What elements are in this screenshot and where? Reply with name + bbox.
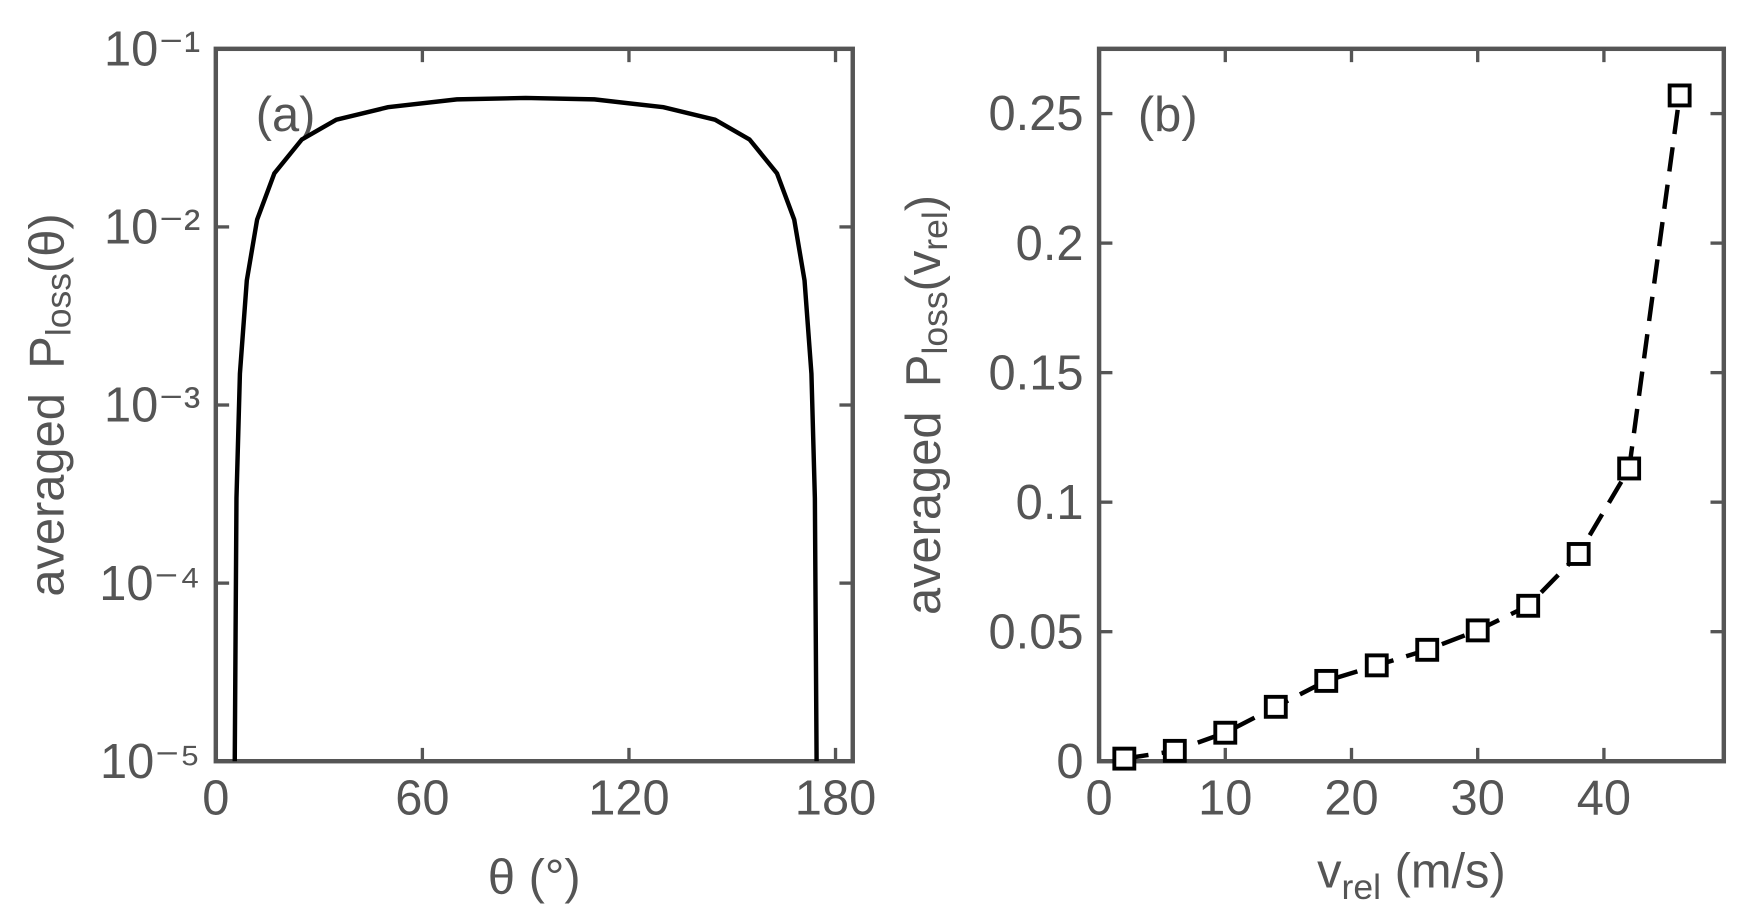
y-axis-label: averaged Ploss(vrel): [897, 195, 956, 615]
x-tick-label: 20: [1324, 771, 1378, 825]
data-marker: [1112, 746, 1137, 771]
y-tick-label: 10⁻³: [104, 379, 200, 433]
x-tick-label: 40: [1577, 771, 1631, 825]
y-tick-label: 0: [1056, 735, 1083, 789]
label-part: (v: [897, 250, 951, 291]
x-tick-label: 120: [588, 771, 669, 825]
y-axis-label: averaged Ploss(θ): [20, 213, 79, 596]
x-axis-label: vrel (m/s): [1317, 845, 1506, 907]
y-tick-label: 10⁻⁵: [100, 735, 200, 789]
label-part: (m/s): [1381, 845, 1506, 899]
label-part: P: [897, 355, 951, 388]
data-marker: [1314, 668, 1339, 693]
data-marker: [1516, 593, 1541, 618]
label-part: P: [20, 336, 74, 369]
data-marker: [1213, 720, 1238, 745]
data-marker: [1465, 618, 1490, 643]
data-marker: [1263, 694, 1288, 719]
x-axis-label: θ (°): [488, 850, 581, 904]
y-tick-label: 0.2: [1016, 217, 1084, 271]
data-marker: [1617, 456, 1642, 481]
data-marker: [1415, 637, 1440, 662]
label-part: averaged: [20, 393, 74, 597]
data-marker: [1566, 542, 1591, 566]
label-part: averaged: [897, 411, 951, 615]
y-tick-label: 10⁻¹: [104, 22, 200, 76]
y-tick-label: 10⁻²: [104, 201, 200, 255]
x-tick-label: 10: [1198, 771, 1252, 825]
data-line: [1123, 95, 1682, 761]
y-tick-label: 10⁻⁴: [99, 557, 200, 611]
label-part: loss: [916, 291, 956, 354]
label-part: loss: [39, 273, 79, 336]
x-tick-label: 0: [202, 771, 229, 825]
y-tick-label: 0.1: [1016, 476, 1084, 530]
label-part: v: [1317, 845, 1342, 899]
y-tick-label: 0.15: [989, 346, 1084, 400]
data-marker: [1162, 738, 1187, 763]
x-tick-label: 180: [795, 771, 876, 825]
panel-label: (a): [256, 88, 316, 142]
x-tick-label: 30: [1451, 771, 1505, 825]
data-marker: [1364, 653, 1389, 678]
label-part: ): [897, 195, 951, 211]
data-line: [232, 95, 819, 762]
y-tick-label: 0.25: [989, 87, 1084, 141]
data-marker: [1667, 83, 1692, 108]
label-part: (θ): [20, 213, 74, 273]
panel-label: (b): [1138, 88, 1198, 142]
x-tick-label: 0: [1086, 771, 1113, 825]
x-tick-label: 60: [395, 771, 449, 825]
plot-frame: [1096, 46, 1727, 764]
y-tick-label: 0.05: [989, 605, 1084, 659]
label-part: rel: [916, 211, 956, 250]
plot-frame: [213, 46, 855, 764]
label-part: rel: [1342, 867, 1381, 907]
